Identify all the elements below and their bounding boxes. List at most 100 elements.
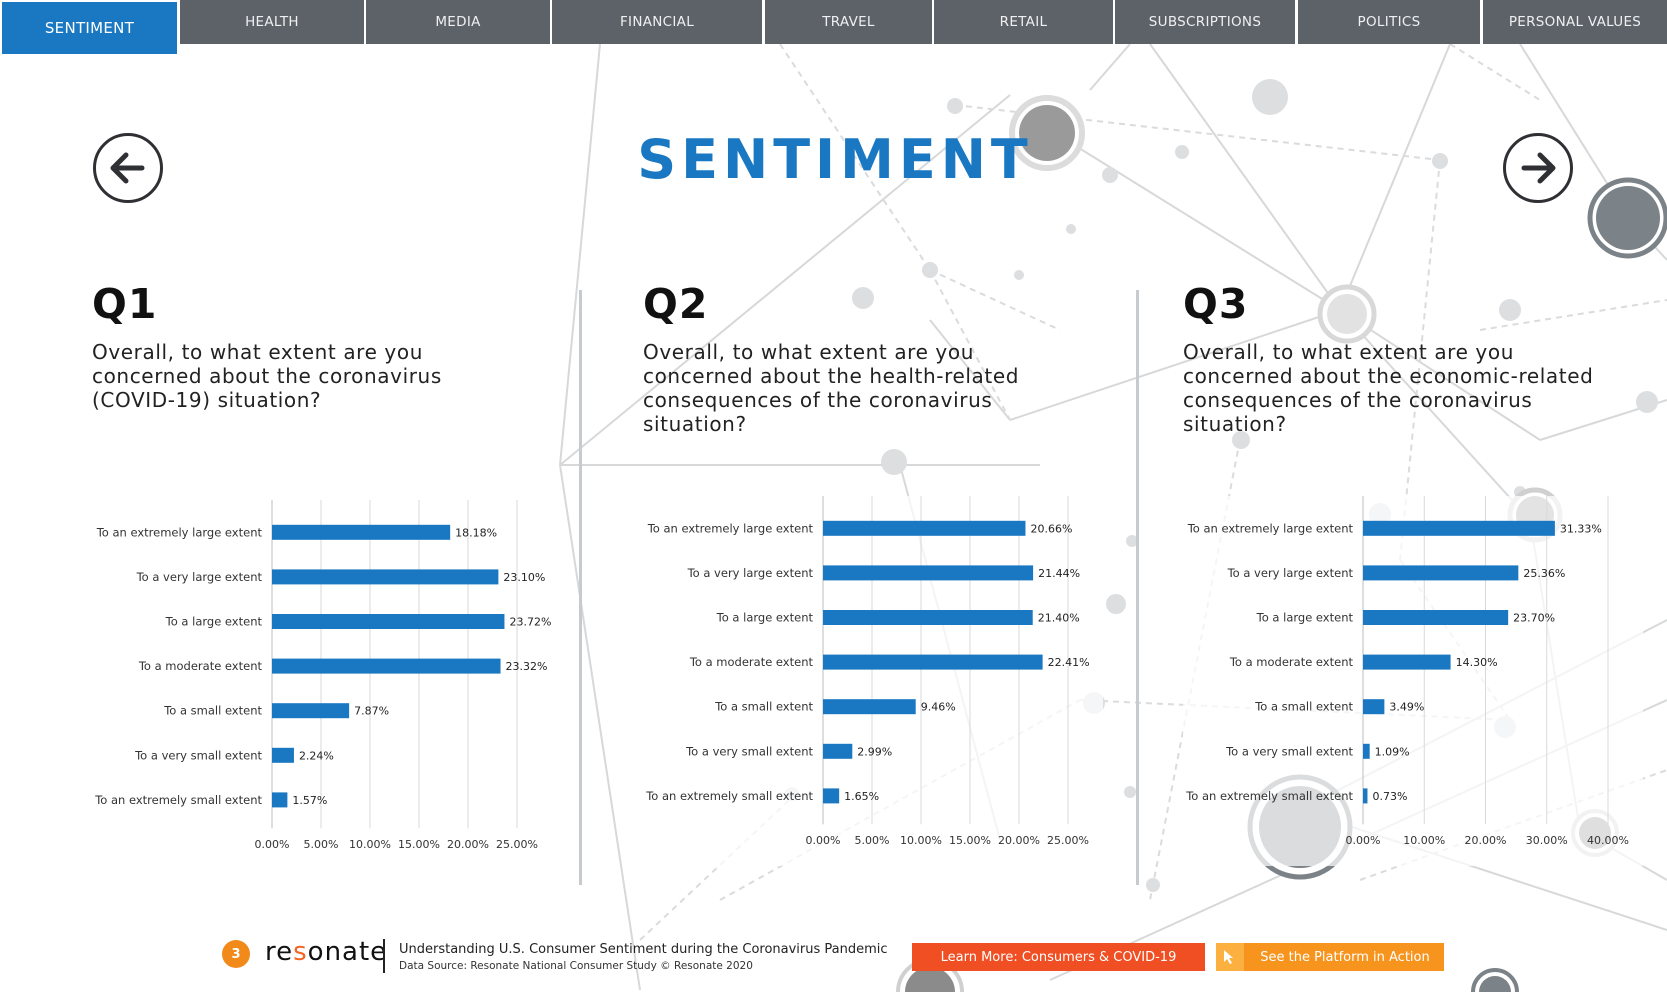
data-label: 20.66% xyxy=(1030,522,1072,535)
arrow-left-icon xyxy=(110,152,145,184)
category-label: To a small extent xyxy=(163,704,262,718)
bar xyxy=(1363,788,1368,804)
tab-retail[interactable]: RETAIL xyxy=(934,0,1113,44)
bar xyxy=(1363,565,1519,581)
data-label: 18.18% xyxy=(455,526,497,539)
tab-personal-values[interactable]: PERSONAL VALUES xyxy=(1483,0,1667,44)
tab-subscriptions[interactable]: SUBSCRIPTIONS xyxy=(1115,0,1295,44)
data-label: 1.65% xyxy=(844,790,879,803)
data-label: 3.49% xyxy=(1389,701,1424,714)
data-label: 25.36% xyxy=(1523,567,1565,580)
data-label: 22.41% xyxy=(1048,656,1090,669)
prev-page-button[interactable] xyxy=(93,133,163,203)
category-label: To an extremely small extent xyxy=(94,793,262,807)
bar xyxy=(823,654,1043,670)
arrow-right-icon xyxy=(1521,152,1556,184)
footer-data-source: Data Source: Resonate National Consumer … xyxy=(399,960,753,972)
page-number-badge: 3 xyxy=(222,940,250,968)
data-label: 23.10% xyxy=(503,571,545,584)
chart-q1: 0.00% 5.00% 10.00% 15.00% 20.00% 25.00% To an … xyxy=(92,500,552,870)
bar xyxy=(823,743,853,759)
column-divider xyxy=(579,290,582,885)
tab-media[interactable]: MEDIA xyxy=(366,0,550,44)
bar xyxy=(1363,520,1555,536)
x-tick-label: 20.00% xyxy=(447,838,489,851)
x-tick-label: 25.00% xyxy=(1047,834,1089,847)
data-label: 23.72% xyxy=(509,616,551,629)
x-tick-label: 15.00% xyxy=(949,834,991,847)
data-label: 9.46% xyxy=(921,701,956,714)
category-label: To a small extent xyxy=(714,700,813,714)
x-tick-label: 0.00% xyxy=(1346,834,1381,847)
category-label: To a moderate extent xyxy=(689,655,814,669)
question-number: Q2 xyxy=(643,280,709,328)
bar xyxy=(823,788,840,804)
data-label: 2.24% xyxy=(299,749,334,762)
pointer-icon xyxy=(1216,943,1244,971)
category-label: To a large extent xyxy=(165,615,263,629)
category-label: To a moderate extent xyxy=(138,659,263,673)
category-label: To an extremely small extent xyxy=(1185,789,1353,803)
category-label: To a large extent xyxy=(716,611,814,625)
chart-q2: 0.00% 5.00% 10.00% 15.00% 20.00% 25.00% To an … xyxy=(643,496,1103,866)
bar xyxy=(823,520,1026,536)
x-tick-label: 20.00% xyxy=(1465,834,1507,847)
bar-chart-q2: 0.00% 5.00% 10.00% 15.00% 20.00% 25.00% To an … xyxy=(645,496,1090,847)
category-label: To a very small extent xyxy=(685,744,813,758)
tab-financial[interactable]: FINANCIAL xyxy=(552,0,762,44)
category-label: To a very large extent xyxy=(1227,566,1354,580)
chart-q3: 0.00% 10.00% 20.00% 30.00% 40.00% To an extre… xyxy=(1183,496,1643,866)
category-label: To an extremely large extent xyxy=(1187,521,1354,535)
data-label: 23.70% xyxy=(1513,612,1555,625)
x-tick-label: 10.00% xyxy=(1403,834,1445,847)
tab-travel[interactable]: TRAVEL xyxy=(765,0,932,44)
footer-divider xyxy=(383,939,385,973)
data-label: 1.09% xyxy=(1375,745,1410,758)
category-label: To an extremely large extent xyxy=(647,521,814,535)
x-tick-label: 30.00% xyxy=(1526,834,1568,847)
data-label: 21.40% xyxy=(1038,612,1080,625)
bar xyxy=(823,565,1034,581)
resonate-logo: resonate xyxy=(265,937,388,967)
x-tick-label: 0.00% xyxy=(806,834,841,847)
tab-sentiment[interactable]: SENTIMENT xyxy=(2,2,177,54)
data-label: 14.30% xyxy=(1456,656,1498,669)
category-label: To a large extent xyxy=(1256,611,1354,625)
x-tick-label: 0.00% xyxy=(255,838,290,851)
bar xyxy=(272,747,294,763)
question-number: Q3 xyxy=(1183,280,1249,328)
learn-more-button[interactable]: Learn More: Consumers & COVID-19 xyxy=(912,943,1205,971)
x-tick-label: 40.00% xyxy=(1587,834,1629,847)
bar xyxy=(272,703,350,719)
page-title: SENTIMENT xyxy=(637,128,1033,191)
see-platform-button[interactable]: See the Platform in Action xyxy=(1216,943,1444,971)
category-label: To a moderate extent xyxy=(1229,655,1354,669)
question-3: Q3 Overall, to what extent are you conce… xyxy=(1183,280,1623,436)
data-label: 7.87% xyxy=(354,705,389,718)
bar xyxy=(823,699,916,715)
bar xyxy=(272,792,288,808)
see-platform-label: See the Platform in Action xyxy=(1260,949,1430,965)
data-label: 21.44% xyxy=(1038,567,1080,580)
category-label: To a very small extent xyxy=(134,748,262,762)
category-label: To a very large extent xyxy=(687,566,814,580)
column-divider xyxy=(1136,290,1139,885)
x-tick-label: 10.00% xyxy=(349,838,391,851)
category-label: To a very small extent xyxy=(1225,744,1353,758)
category-label: To an extremely large extent xyxy=(96,525,263,539)
tab-health[interactable]: HEALTH xyxy=(180,0,364,44)
question-text: Overall, to what extent are you concerne… xyxy=(1183,340,1594,436)
question-text: Overall, to what extent are you concerne… xyxy=(92,340,442,412)
category-label: To an extremely small extent xyxy=(645,789,813,803)
next-page-button[interactable] xyxy=(1503,133,1573,203)
x-tick-label: 5.00% xyxy=(304,838,339,851)
bar xyxy=(1363,654,1451,670)
x-tick-label: 15.00% xyxy=(398,838,440,851)
tab-politics[interactable]: POLITICS xyxy=(1298,0,1480,44)
category-label: To a very large extent xyxy=(136,570,263,584)
data-label: 0.73% xyxy=(1372,790,1407,803)
top-navigation: SENTIMENT HEALTH MEDIA FINANCIAL TRAVEL … xyxy=(0,0,1667,54)
data-label: 31.33% xyxy=(1560,522,1602,535)
data-label: 2.99% xyxy=(857,745,892,758)
